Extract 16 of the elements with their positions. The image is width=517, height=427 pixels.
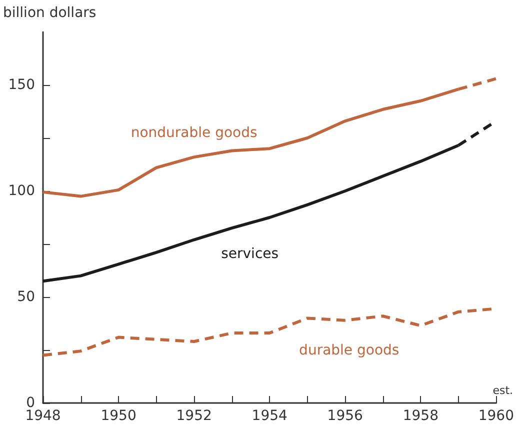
- y-tick-label: 100: [8, 183, 35, 199]
- series-label: nondurable goods: [130, 125, 258, 142]
- x-tick-label: 1954: [252, 408, 288, 424]
- x-tick-label: 1948: [25, 408, 61, 424]
- y-axis-title: billion dollars: [3, 5, 96, 21]
- y-tick-label: 150: [8, 77, 35, 93]
- x-tick-label: 1960: [478, 408, 514, 424]
- x-tick-label: 1956: [327, 408, 364, 424]
- annotation: est.: [492, 384, 514, 397]
- x-tick-label: 1950: [100, 408, 136, 424]
- x-tick-label: 1952: [176, 408, 212, 424]
- y-tick-label: 50: [17, 289, 35, 305]
- series-label: durable goods: [299, 342, 400, 358]
- y-tick-label: 0: [26, 395, 35, 411]
- x-tick-label: 1958: [402, 408, 438, 424]
- series-label: services: [221, 246, 279, 262]
